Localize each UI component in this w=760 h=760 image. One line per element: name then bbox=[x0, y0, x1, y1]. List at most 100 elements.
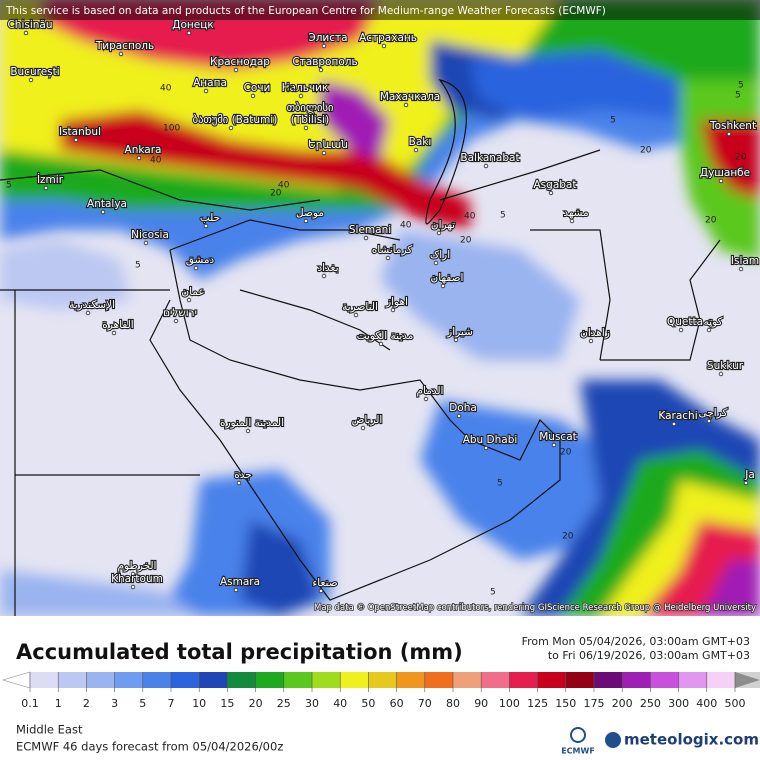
city-dot bbox=[706, 327, 712, 333]
city-dot bbox=[321, 150, 327, 156]
colorbar-tick-label: 500 bbox=[725, 697, 746, 710]
city-dot bbox=[551, 442, 557, 448]
contour-label: 5 bbox=[610, 116, 616, 126]
colorbar-swatch bbox=[537, 672, 567, 688]
city-label: Balkanabat bbox=[460, 152, 519, 164]
city-label: صنعاء bbox=[312, 577, 337, 589]
city-dot bbox=[321, 43, 327, 49]
city-dot bbox=[43, 185, 49, 191]
city-label: کراچی bbox=[699, 407, 728, 419]
city-dot bbox=[738, 266, 744, 272]
city-label: الخرطوم bbox=[118, 560, 157, 572]
city-dot bbox=[726, 131, 732, 137]
city-dot bbox=[85, 310, 91, 316]
city-dot bbox=[143, 240, 149, 246]
colorbar-swatch bbox=[424, 672, 454, 688]
city-dot bbox=[385, 255, 391, 261]
city-dot bbox=[360, 425, 366, 431]
contour-label: 20 bbox=[705, 216, 717, 226]
city-dot bbox=[100, 209, 106, 215]
notice: This service is based on data and produc… bbox=[5, 5, 606, 17]
city-dot bbox=[440, 283, 446, 289]
colorbar-swatch bbox=[622, 672, 651, 688]
city-dot bbox=[390, 307, 396, 313]
city-label: Muscat bbox=[539, 431, 577, 443]
city-label: تهران bbox=[431, 219, 455, 231]
contour-label: 20 bbox=[640, 146, 652, 156]
colorbar-tick-label: 200 bbox=[612, 697, 633, 710]
date-to: to Fri 06/19/2026, 03:00am GMT+03 bbox=[548, 649, 750, 662]
city-label: Asgabat bbox=[534, 179, 577, 191]
city-dot bbox=[233, 587, 239, 593]
city-label: Istanbul bbox=[59, 126, 101, 138]
colorbar-tick-label: 1 bbox=[55, 697, 62, 710]
contour-label: 20 bbox=[460, 236, 472, 246]
city-label: Doha bbox=[449, 402, 477, 414]
city-label: Донецк bbox=[172, 19, 213, 31]
city-label: Asmara bbox=[220, 576, 260, 588]
city-dot bbox=[718, 178, 724, 184]
contour-label: 20 bbox=[285, 84, 297, 94]
colorbar-swatch bbox=[312, 672, 341, 688]
city-dot bbox=[193, 265, 199, 271]
colorbar-tick-label: 60 bbox=[390, 697, 404, 710]
contour-label: 5 bbox=[490, 588, 496, 598]
contour-label: 5 bbox=[497, 479, 503, 489]
city-label: کوټه bbox=[704, 316, 723, 328]
colorbar-swatch bbox=[396, 672, 426, 688]
colorbar-tick-label: 10 bbox=[192, 697, 206, 710]
city-dot bbox=[118, 51, 124, 57]
contour-label: 40 bbox=[400, 221, 412, 231]
city-dot bbox=[363, 235, 369, 241]
city-label: Краснодар bbox=[210, 56, 270, 68]
city-label: Махачкала bbox=[380, 91, 440, 103]
city-label: اهواز bbox=[385, 296, 408, 308]
city-dot bbox=[671, 421, 677, 427]
colorbar-tick-label: 5 bbox=[139, 697, 146, 710]
city-dot bbox=[245, 428, 251, 434]
city-dot bbox=[403, 102, 409, 108]
city-label: اراک bbox=[430, 249, 450, 261]
ecmwf-logo bbox=[570, 727, 586, 743]
city-dot bbox=[303, 218, 309, 224]
model-run: ECMWF 46 days forecast from 05/04/2026/0… bbox=[16, 740, 283, 754]
colorbar-swatch bbox=[199, 672, 228, 688]
colorbar-swatch bbox=[142, 672, 172, 688]
city-label: Душанбе bbox=[700, 167, 750, 179]
brand-logo bbox=[605, 732, 621, 748]
colorbar-tick-label: 80 bbox=[446, 697, 460, 710]
city-label: الرياض bbox=[352, 414, 383, 426]
city-label: Элиста bbox=[308, 32, 347, 44]
city-label: İzmir bbox=[37, 173, 64, 186]
city-label: Сочи bbox=[244, 82, 271, 94]
city-dot bbox=[130, 584, 136, 590]
colorbar-swatch bbox=[30, 672, 59, 688]
city-dot bbox=[28, 77, 34, 83]
colorbar-tick-label: 3 bbox=[111, 697, 118, 710]
city-dot bbox=[436, 230, 442, 236]
brand[interactable]: meteologix.com bbox=[624, 731, 759, 749]
map-attribution: Map data © OpenStreetMap contributors, r… bbox=[314, 603, 756, 613]
city-label: زاهدان bbox=[580, 327, 610, 339]
colorbar-swatch bbox=[481, 672, 510, 688]
colorbar-swatch bbox=[283, 672, 313, 688]
colorbar-tick-label: 150 bbox=[555, 697, 576, 710]
colorbar-end bbox=[1, 671, 31, 689]
colorbar-swatch bbox=[594, 672, 623, 688]
city-dot bbox=[413, 147, 419, 153]
contour-label: 5 bbox=[6, 181, 12, 191]
colorbar-swatch bbox=[227, 672, 257, 688]
contour-label: 20 bbox=[270, 189, 282, 199]
city-dot bbox=[321, 273, 327, 279]
city-label: مشهد bbox=[563, 207, 588, 219]
colorbar-swatch bbox=[678, 672, 708, 688]
colorbar-swatch bbox=[453, 672, 482, 688]
colorbar-swatch bbox=[706, 672, 736, 688]
city-dot bbox=[186, 297, 192, 303]
legend-title: Accumulated total precipitation (mm) bbox=[16, 640, 463, 664]
city-dot bbox=[569, 218, 575, 224]
city-label: Quetta bbox=[667, 316, 703, 328]
city-label: القاهرة bbox=[102, 319, 133, 331]
date-from: From Mon 05/04/2026, 03:00am GMT+03 bbox=[522, 635, 750, 648]
ecmwf-text: ECMWF bbox=[561, 747, 595, 756]
